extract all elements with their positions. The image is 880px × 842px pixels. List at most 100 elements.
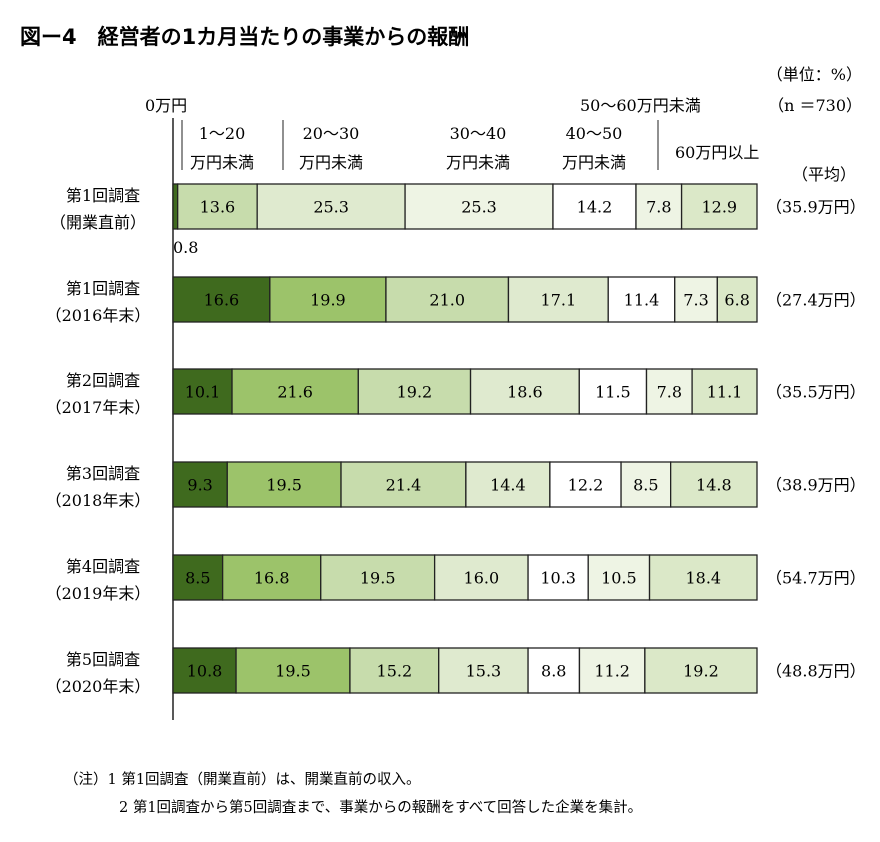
category-label-6: 60万円以上 bbox=[675, 143, 759, 162]
data-label: 6.8 bbox=[724, 291, 749, 310]
category-label-4-line1: 40～50 bbox=[566, 124, 623, 143]
bar-segment bbox=[674, 276, 718, 323]
data-label-outside: 0.8 bbox=[173, 238, 198, 257]
data-label: 19.2 bbox=[683, 662, 719, 681]
row-label-line2: （開業直前） bbox=[50, 213, 146, 232]
bar-segment bbox=[438, 647, 529, 694]
data-label: 13.6 bbox=[200, 198, 236, 217]
bar-segment bbox=[648, 554, 758, 601]
data-label: 10.5 bbox=[601, 569, 637, 588]
unit-label: （単位：%） bbox=[767, 65, 862, 84]
row-average: （35.5万円） bbox=[766, 383, 866, 402]
data-label: 25.3 bbox=[461, 198, 497, 217]
data-label: 14.2 bbox=[577, 198, 613, 217]
row-average: （48.8万円） bbox=[766, 662, 866, 681]
bar-segment bbox=[680, 183, 758, 230]
bar-segment bbox=[527, 647, 581, 694]
data-label: 10.8 bbox=[187, 662, 223, 681]
bar-segment bbox=[226, 461, 342, 508]
data-label: 8.5 bbox=[633, 476, 658, 495]
bar-segment bbox=[172, 368, 233, 415]
data-label: 21.4 bbox=[386, 476, 422, 495]
bar-segment bbox=[552, 183, 637, 230]
data-label: 10.1 bbox=[185, 383, 221, 402]
category-label-3-line2: 万円未満 bbox=[446, 153, 510, 172]
note-1: （注）1 第1回調査（開業直前）は、開業直前の収入。 bbox=[64, 770, 421, 788]
data-label: 18.4 bbox=[685, 569, 721, 588]
data-label: 11.2 bbox=[594, 662, 630, 681]
row-label-line2: （2018年末） bbox=[46, 491, 151, 510]
row-average: （27.4万円） bbox=[766, 291, 866, 310]
row-label-line2: （2020年末） bbox=[46, 677, 151, 696]
data-label: 11.1 bbox=[707, 383, 743, 402]
sample-size-label: （n ＝730） bbox=[768, 96, 862, 115]
bar-segment bbox=[172, 183, 179, 230]
row-average: （54.7万円） bbox=[766, 569, 866, 588]
data-label: 14.8 bbox=[696, 476, 732, 495]
row-label-line2: （2017年末） bbox=[46, 398, 151, 417]
bar-segment bbox=[433, 554, 529, 601]
row-label-line1: 第4回調査 bbox=[66, 557, 140, 576]
data-label: 7.8 bbox=[646, 198, 671, 217]
bar-segment bbox=[320, 554, 436, 601]
bar-segment bbox=[385, 276, 510, 323]
data-label: 19.5 bbox=[266, 476, 302, 495]
data-label: 19.2 bbox=[397, 383, 433, 402]
bar-segment bbox=[620, 461, 672, 508]
category-label-5: 50～60万円未満 bbox=[580, 96, 701, 115]
data-label: 21.6 bbox=[277, 383, 313, 402]
bar-segment bbox=[256, 183, 406, 230]
data-label: 7.3 bbox=[683, 291, 708, 310]
row-average: （38.9万円） bbox=[766, 476, 866, 495]
bar-segment bbox=[716, 276, 758, 323]
data-label: 10.3 bbox=[540, 569, 576, 588]
bar-segment bbox=[691, 368, 758, 415]
category-label-1-line1: 1～20 bbox=[199, 124, 246, 143]
chart-title: 図ー4 経営者の1カ月当たりの事業からの報酬 bbox=[20, 25, 469, 49]
bar-segment bbox=[404, 183, 554, 230]
data-label: 11.5 bbox=[595, 383, 631, 402]
category-label-3-line1: 30～40 bbox=[450, 124, 507, 143]
row-label-line1: 第2回調査 bbox=[66, 371, 140, 390]
data-label: 12.2 bbox=[568, 476, 604, 495]
row-label-line1: 第1回調査 bbox=[66, 186, 140, 205]
data-label: 18.6 bbox=[507, 383, 543, 402]
average-header: （平均） bbox=[792, 165, 856, 184]
row-label-line1: 第1回調査 bbox=[66, 279, 140, 298]
bar-segment bbox=[644, 647, 758, 694]
bar-segment bbox=[670, 461, 758, 508]
data-label: 8.8 bbox=[541, 662, 566, 681]
row-average: （35.9万円） bbox=[766, 198, 866, 217]
data-label: 15.2 bbox=[377, 662, 413, 681]
note-2: 2 第1回調査から第5回調査まで、事業からの報酬をすべて回答した企業を集計。 bbox=[119, 798, 642, 816]
bar-segment bbox=[172, 461, 228, 508]
bar-segment bbox=[507, 276, 609, 323]
bar-segment bbox=[578, 368, 648, 415]
data-label: 19.5 bbox=[360, 569, 396, 588]
bar-segment bbox=[235, 647, 351, 694]
bar-segment bbox=[607, 276, 676, 323]
bar-segment bbox=[465, 461, 551, 508]
bar-segment bbox=[645, 368, 693, 415]
bar-segment bbox=[578, 647, 646, 694]
data-label: 12.9 bbox=[701, 198, 737, 217]
data-label: 9.3 bbox=[187, 476, 212, 495]
data-label: 19.5 bbox=[275, 662, 311, 681]
zero-category-label: 0万円 bbox=[145, 96, 187, 115]
data-label: 21.0 bbox=[429, 291, 465, 310]
category-label-2-line1: 20～30 bbox=[303, 124, 360, 143]
category-label-2-line2: 万円未満 bbox=[299, 153, 363, 172]
row-label-line1: 第3回調査 bbox=[66, 464, 140, 483]
row-label-line2: （2016年末） bbox=[46, 306, 151, 325]
category-label-1-line2: 万円未満 bbox=[190, 153, 254, 172]
data-label: 15.3 bbox=[466, 662, 502, 681]
data-label: 7.8 bbox=[657, 383, 682, 402]
bar-segment bbox=[549, 461, 622, 508]
data-label: 25.3 bbox=[313, 198, 349, 217]
row-label-line1: 第5回調査 bbox=[66, 650, 140, 669]
data-label: 8.5 bbox=[185, 569, 210, 588]
bar-segment bbox=[349, 647, 440, 694]
bar-segment bbox=[221, 554, 322, 601]
data-label: 17.1 bbox=[541, 291, 577, 310]
